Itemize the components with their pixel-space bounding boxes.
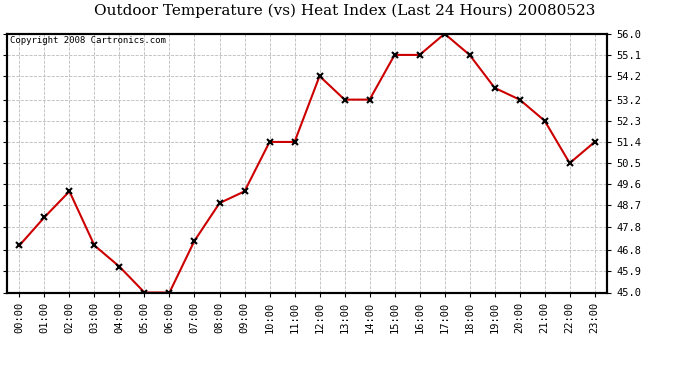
Text: Copyright 2008 Cartronics.com: Copyright 2008 Cartronics.com bbox=[10, 36, 166, 45]
Text: Outdoor Temperature (vs) Heat Index (Last 24 Hours) 20080523: Outdoor Temperature (vs) Heat Index (Las… bbox=[95, 4, 595, 18]
